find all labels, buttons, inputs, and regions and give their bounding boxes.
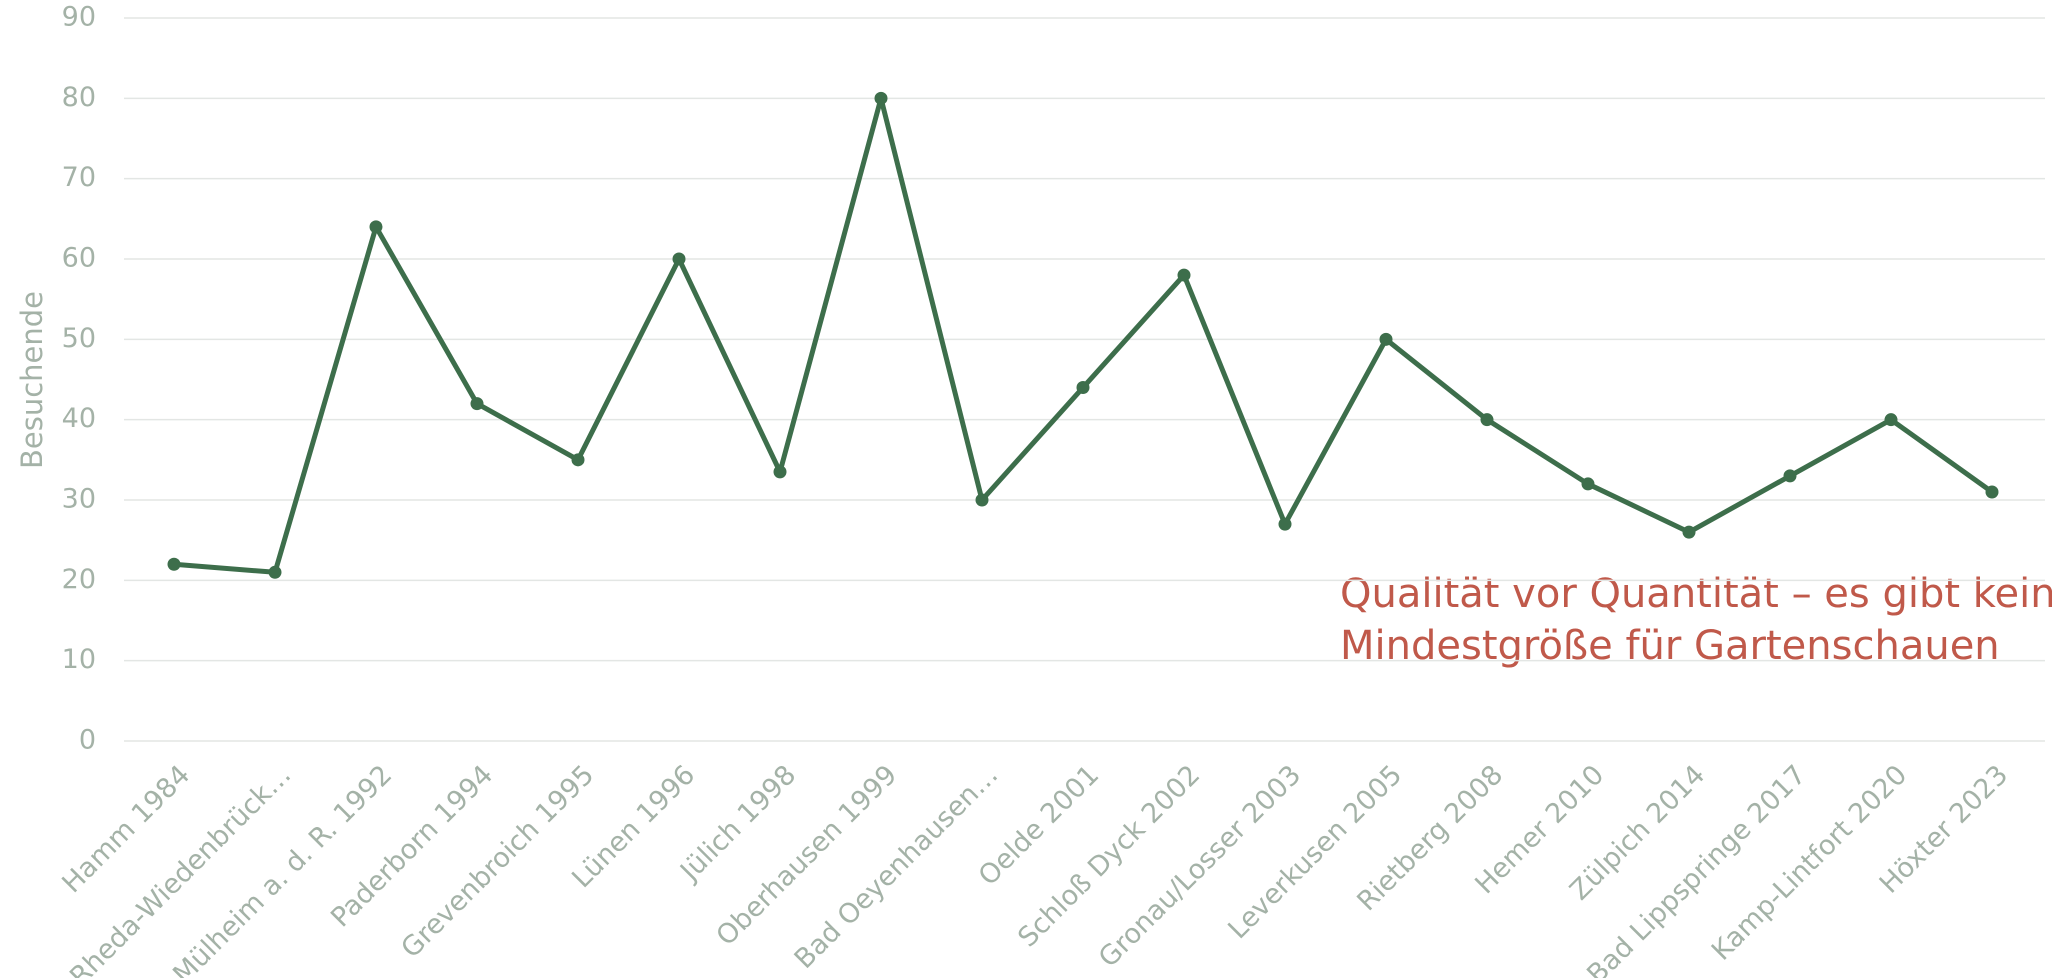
y-tick-label: 60 (62, 243, 96, 274)
point (975, 493, 989, 507)
annotation: Qualität vor Quantität – es gibt keine (1340, 571, 2052, 617)
point (1581, 477, 1595, 491)
x-tick-label: Schloß Dyck 2002 (1012, 759, 1206, 953)
point (1682, 525, 1696, 539)
y-tick-label: 70 (62, 162, 96, 193)
point (1985, 485, 1999, 499)
x-tick-label: Leverkusen 2005 (1222, 759, 1408, 945)
point (1884, 413, 1898, 427)
x-tick-label: Bad Oeyenhausen… (789, 759, 1005, 975)
y-tick-label: 50 (62, 323, 96, 354)
point (571, 453, 585, 467)
point (1177, 268, 1191, 282)
point (672, 252, 686, 266)
y-tick-label: 20 (62, 564, 96, 595)
annotation: Mindestgröße für Gartenschauen (1340, 623, 2000, 669)
point (369, 220, 383, 234)
point (167, 557, 181, 571)
y-axis-label: Besuchende (15, 291, 49, 469)
point (1379, 332, 1393, 346)
y-tick-label: 80 (62, 82, 96, 113)
point (773, 465, 787, 479)
point (1076, 381, 1090, 395)
point (1278, 517, 1292, 531)
x-tick-label: Grevenbroich 1995 (395, 759, 600, 964)
x-tick-label: Oberhausen 1999 (711, 759, 904, 952)
point (470, 397, 484, 411)
y-tick-label: 90 (62, 2, 96, 33)
x-tick-label: Gronau/Losser 2003 (1093, 759, 1307, 973)
point (1480, 413, 1494, 427)
line (173, 95, 1994, 575)
y-tick-label: 0 (79, 725, 96, 756)
y-tick-label: 30 (62, 484, 96, 515)
point (268, 565, 282, 579)
point (874, 91, 888, 105)
y-tick-label: 40 (62, 403, 96, 434)
point (1783, 469, 1797, 483)
x-tick-label: Kamp-Lintfort 2020 (1706, 759, 1913, 966)
y-tick-label: 10 (62, 644, 96, 675)
